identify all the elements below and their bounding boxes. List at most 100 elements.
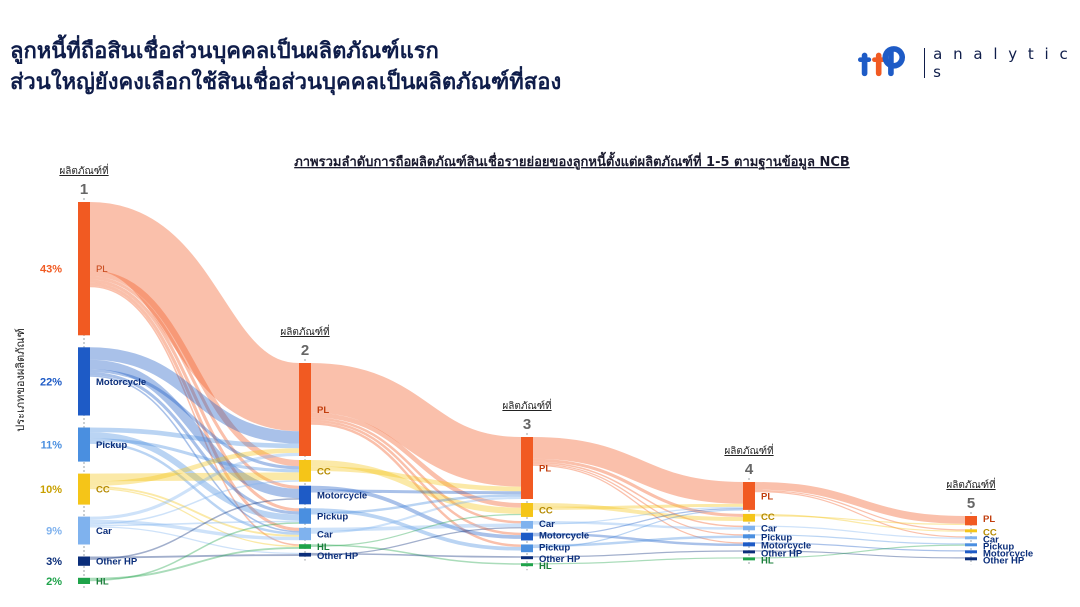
flow-4-cc-to-cc [754,513,966,532]
node-5-pickup [965,543,977,547]
node-label-1-cc: CC [96,485,110,496]
flow-1-car-to-cc [89,480,300,525]
flow-2-other-hp-to-car [310,527,522,556]
pct-label-other-hp: 3% [46,556,62,568]
logo-divider [924,48,926,78]
chart-title: ภาพรวมลำดับการถือผลิตภัณฑ์สินเชื่อรายย่อ… [294,151,850,171]
flow-1-motorcycle-to-motorcycle [89,359,300,499]
pct-label-motorcycle: 22% [40,376,62,388]
node-label-2-pl: PL [317,405,329,416]
flow-1-other-hp-to-motorcycle [89,498,300,560]
flow-4-pl-to-pl [754,482,966,524]
flow-3-pickup-to-pl [532,509,744,549]
flow-1-other-hp-to-other-hp [89,554,300,559]
node-2-motorcycle [299,485,311,505]
flow-1-hl-to-pickup [89,522,300,582]
node-label-5-pl: PL [983,514,995,525]
flow-3-motorcycle-to-motorcycle [532,532,744,547]
node-4-pickup [743,534,755,539]
node-label-2-cc: CC [317,466,331,477]
flow-2-other-hp-to-other-hp [310,552,522,558]
node-5-pl [965,516,977,526]
node-5-motorcycle [965,550,977,554]
flow-1-pl-to-cc [89,270,300,467]
flow-1-pickup-to-cc [89,438,300,473]
flow-4-pl-to-car [754,490,966,538]
stage-4-label: ผลิตภัณฑ์ที่ [724,443,773,457]
pct-label-car: 9% [46,526,62,538]
node-label-4-motorcycle: Motorcycle [761,540,811,551]
node-label-1-pickup: Pickup [96,440,127,451]
node-label-3-pl: PL [539,464,551,475]
flow-2-motorcycle-to-pl [310,489,522,495]
flow-3-other-hp-to-other-hp [532,550,744,558]
flow-1-car-to-car [89,519,300,541]
flow-2-pickup-to-pickup [310,508,522,551]
node-label-2-hl: HL [317,542,330,553]
chart-labels: ผลิตภัณฑ์ที่1PL43%Motorcycle22%Pickup11%… [40,163,1033,588]
node-1-pl [78,202,90,336]
node-3-other-hp [521,556,533,560]
title-line-2: ส่วนใหญ่ยังคงเลือกใช้สินเชื่อส่วนบุคคลเป… [10,70,562,95]
flow-1-car-to-other-hp [89,526,300,555]
flow-4-car-to-car [754,525,966,539]
flow-1-pickup-to-pickup [89,432,300,521]
node-label-5-cc: CC [983,527,997,538]
node-label-2-car: Car [317,530,333,541]
node-3-pl [521,437,533,499]
flow-3-pickup-to-pickup [532,535,744,547]
flow-2-cc-to-cc [310,460,522,514]
flow-1-pickup-to-car [89,441,300,535]
pct-label-pl: 43% [40,264,62,276]
node-label-1-hl: HL [96,576,109,587]
flow-1-pickup-to-pl [89,427,300,449]
node-3-car [521,520,533,529]
node-2-pickup [299,508,311,524]
flow-2-car-to-car [310,523,522,532]
flow-1-pl-to-hl [89,285,300,546]
node-label-4-pickup: Pickup [761,532,792,543]
flow-3-pl-to-car [532,461,744,528]
node-label-5-car: Car [983,534,999,545]
node-label-1-pl: PL [96,264,108,275]
node-label-5-pickup: Pickup [983,541,1014,552]
flow-2-pickup-to-pl [310,494,522,515]
flow-3-pl-to-motorcycle [532,464,744,544]
ttb-logo-icon [858,46,905,77]
flow-2-motorcycle-to-motorcycle [310,485,522,539]
flow-2-cc-to-pl [310,466,522,492]
flow-2-pl-to-pl [310,363,522,487]
flow-2-pl-to-car [310,417,522,524]
pct-label-pickup: 11% [41,440,63,452]
node-4-hl [743,557,755,561]
node-2-cc [299,460,311,482]
node-1-other-hp [78,556,90,566]
node-3-hl [521,563,533,567]
node-4-motorcycle [743,542,755,547]
node-label-3-other-hp: Other HP [539,554,581,565]
flow-1-cc-to-pl [89,448,300,486]
stage-nodes [78,198,977,588]
stage-3-label: ผลิตภัณฑ์ที่ [502,398,551,412]
node-label-3-hl: HL [539,561,552,572]
flow-3-hl-to-hl [532,557,744,565]
flow-2-pl-to-motorcycle [310,419,522,536]
flow-1-motorcycle-to-pickup [89,372,300,515]
flow-2-hl-to-hl [310,544,522,565]
stage-2-number: 2 [301,342,309,359]
node-4-other-hp [743,550,755,554]
flow-4-cc-to-pl [754,515,966,525]
node-4-car [743,525,755,531]
node-3-pickup [521,544,533,553]
node-label-3-car: Car [539,519,555,530]
node-label-2-pickup: Pickup [317,512,348,523]
flow-2-pl-to-pickup [310,422,522,547]
node-label-2-other-hp: Other HP [317,551,359,562]
pct-label-hl: 2% [46,576,62,588]
flow-4-hl-to-pickup [754,544,966,559]
node-label-5-motorcycle: Motorcycle [983,548,1033,559]
stage-1-label: ผลิตภัณฑ์ที่ [59,163,108,177]
node-label-1-motorcycle: Motorcycle [96,377,146,388]
flow-4-pl-to-cc [754,489,966,531]
